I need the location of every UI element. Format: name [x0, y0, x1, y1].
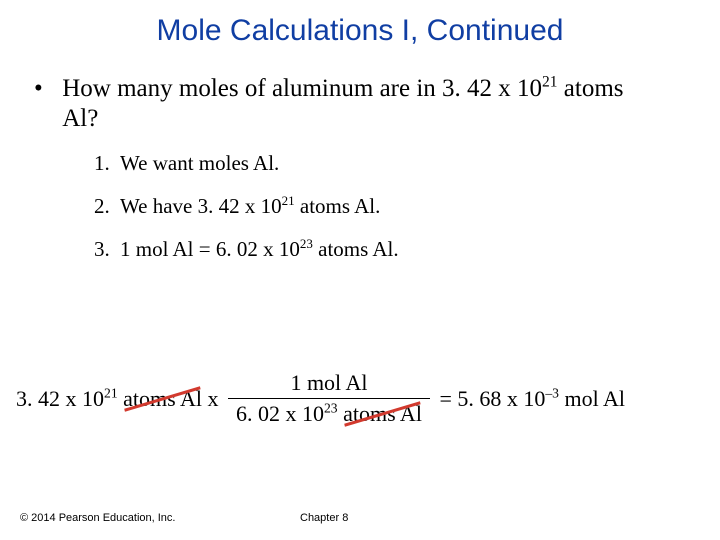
step-2-pre: We have 3. 42 x 10: [120, 194, 282, 218]
eq-left-pre: 3. 42 x 10: [16, 386, 104, 411]
frac-bot-strike-wrap: atoms Al: [343, 401, 422, 427]
fraction-top: 1 mol Al: [228, 370, 430, 399]
fraction-bottom: 6. 02 x 1023 atoms Al: [228, 399, 430, 427]
step-3-post: atoms Al.: [313, 237, 399, 261]
step-2-num: 2.: [94, 194, 120, 219]
step-2: 2.We have 3. 42 x 1021 atoms Al.: [94, 194, 690, 219]
equation-result: = 5. 68 x 10–3 mol Al: [439, 386, 625, 412]
copyright-text: © 2014 Pearson Education, Inc.: [20, 512, 175, 524]
bullet-dot: •: [34, 74, 56, 104]
step-2-exp: 21: [282, 193, 295, 208]
footer: © 2014 Pearson Education, Inc. Chapter 8: [20, 512, 700, 524]
equation-fraction: 1 mol Al 6. 02 x 1023 atoms Al: [228, 370, 430, 427]
step-2-post: atoms Al.: [295, 194, 381, 218]
eq-result-pre: = 5. 68 x 10: [439, 386, 545, 411]
eq-left-exp: 21: [104, 385, 118, 400]
eq-result-post: mol Al: [559, 386, 625, 411]
frac-bot-pre: 6. 02 x 10: [236, 401, 324, 426]
step-3-exp: 23: [300, 236, 313, 251]
title-text: Mole Calculations I, Continued: [157, 14, 564, 47]
frac-top-text: 1 mol Al: [290, 370, 367, 395]
question-exp: 21: [542, 74, 558, 91]
step-3-pre: 1 mol Al = 6. 02 x 10: [120, 237, 300, 261]
slide-title: Mole Calculations I, Continued: [0, 0, 720, 48]
question-text: How many moles of aluminum are in 3. 42 …: [62, 74, 662, 133]
eq-times: x: [202, 386, 219, 411]
step-3: 3.1 mol Al = 6. 02 x 1023 atoms Al.: [94, 237, 690, 262]
eq-left-strike-wrap: atoms Al: [123, 386, 202, 412]
frac-bot-exp: 23: [324, 401, 338, 416]
step-3-num: 3.: [94, 237, 120, 262]
eq-result-exp: –3: [545, 385, 559, 400]
step-1: 1.We want moles Al.: [94, 151, 690, 176]
question-prefix: How many moles of aluminum are in 3. 42 …: [62, 75, 542, 102]
frac-bot-strike-text: atoms Al: [343, 401, 422, 426]
slide: Mole Calculations I, Continued • How man…: [0, 0, 720, 540]
step-1-num: 1.: [94, 151, 120, 176]
eq-left-strike-text: atoms Al: [123, 386, 202, 411]
steps-list: 1.We want moles Al. 2.We have 3. 42 x 10…: [94, 151, 690, 263]
step-1-text: We want moles Al.: [120, 151, 279, 175]
equation-left: 3. 42 x 1021 atoms Al x: [16, 386, 218, 412]
main-bullet: • How many moles of aluminum are in 3. 4…: [34, 74, 690, 133]
equation: 3. 42 x 1021 atoms Al x 1 mol Al 6. 02 x…: [16, 370, 716, 427]
chapter-text: Chapter 8: [300, 512, 348, 524]
